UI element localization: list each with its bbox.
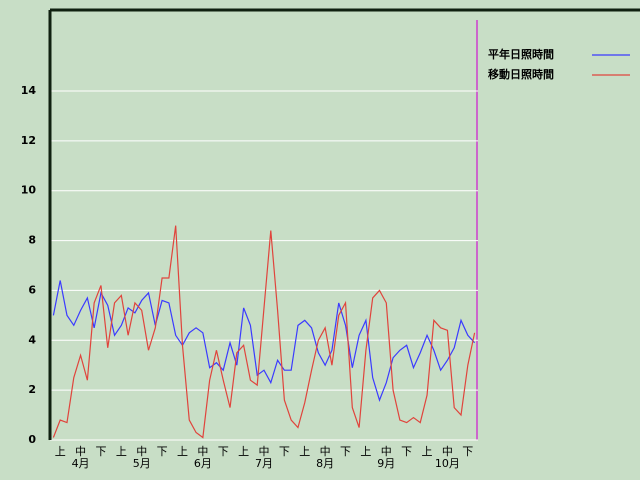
x-tick-label: 中 [197, 445, 208, 458]
month-label: 6月 [194, 457, 212, 470]
series-line [52, 225, 476, 439]
month-label: 8月 [316, 457, 334, 470]
y-tick-label: 14 [21, 84, 37, 97]
y-tick-label: 0 [28, 433, 36, 446]
x-tick-label: 下 [157, 445, 168, 458]
legend-label: 移動日照時間 [488, 67, 554, 81]
series-line [52, 280, 476, 402]
x-tick-label: 下 [279, 445, 290, 458]
x-tick-label: 上 [177, 445, 188, 458]
x-tick-label: 上 [360, 445, 371, 458]
y-tick-label: 8 [28, 234, 36, 247]
y-tick-label: 2 [28, 383, 36, 396]
x-tick-label: 中 [75, 445, 86, 458]
x-tick-label: 中 [259, 445, 270, 458]
legend-label: 平年日照時間 [488, 47, 554, 61]
y-tick-label: 10 [21, 184, 37, 197]
x-tick-label: 上 [299, 445, 310, 458]
x-tick-label: 中 [442, 445, 453, 458]
x-tick-label: 下 [95, 445, 106, 458]
month-label: 9月 [377, 457, 395, 470]
month-label: 4月 [72, 457, 90, 470]
x-tick-label: 中 [381, 445, 392, 458]
x-tick-label: 上 [116, 445, 127, 458]
y-tick-label: 4 [28, 333, 36, 346]
month-label: 10月 [435, 457, 460, 470]
x-tick-label: 中 [320, 445, 331, 458]
x-tick-label: 下 [462, 445, 473, 458]
x-tick-label: 上 [422, 445, 433, 458]
x-tick-label: 下 [401, 445, 412, 458]
x-tick-label: 上 [55, 445, 66, 458]
y-tick-label: 12 [21, 134, 36, 147]
x-tick-label: 中 [136, 445, 147, 458]
y-tick-label: 6 [28, 283, 36, 296]
month-label: 5月 [133, 457, 151, 470]
x-tick-label: 下 [218, 445, 229, 458]
x-tick-label: 下 [340, 445, 351, 458]
x-tick-label: 上 [238, 445, 249, 458]
month-label: 7月 [255, 457, 273, 470]
